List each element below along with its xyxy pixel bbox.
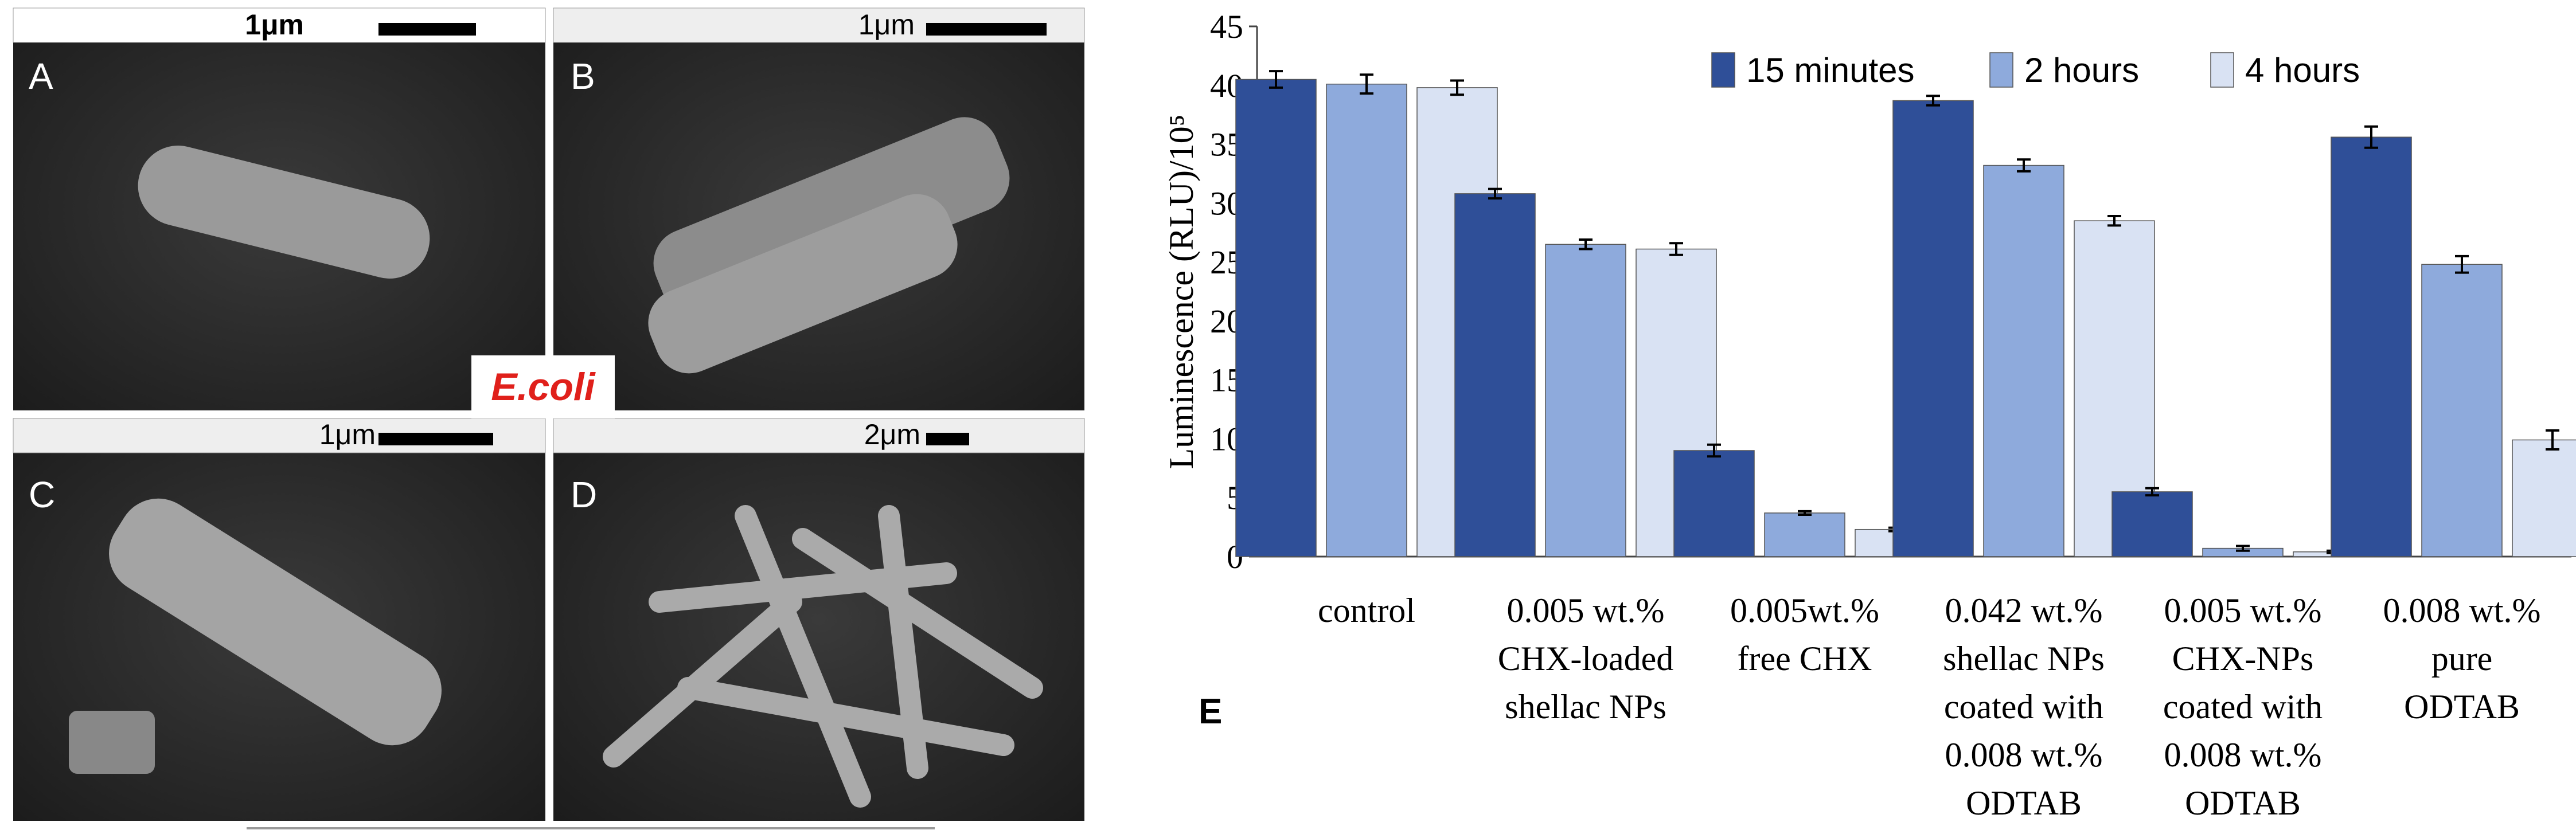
bar — [1983, 165, 2064, 557]
label-line: ODTAB — [2185, 784, 2301, 822]
error-bar — [1669, 242, 1683, 256]
bacterium — [138, 146, 430, 279]
panel-label: B — [571, 56, 595, 97]
panel-d — [553, 418, 1084, 821]
label-line: shellac NPs — [1505, 688, 1666, 726]
scale-bar — [926, 23, 1047, 36]
x-tick-label: 0.005 wt.% CHX-NPs coated with 0.008 wt.% OD… — [2163, 592, 2323, 822]
scale-bar — [378, 23, 476, 36]
bar — [1235, 79, 1317, 557]
scale-bar — [926, 433, 969, 445]
organism-label: E.coli — [491, 365, 596, 409]
bar — [2421, 264, 2503, 557]
label-line: ODTAB — [1966, 784, 2082, 822]
label-line: ODTAB — [2404, 688, 2520, 726]
error-bar — [2017, 158, 2031, 173]
label-line: 0.005 wt.% — [1507, 592, 1665, 629]
legend-label: 15 minutes — [1746, 51, 1915, 89]
label-line: CHX-NPs — [2172, 640, 2314, 678]
x-tick-label: 0.005wt.% free CHX — [1730, 592, 1879, 678]
panel-labels: A B C D — [29, 56, 597, 515]
error-bar — [1926, 95, 1940, 107]
x-tick-label: 0.008 wt.% pure ODTAB — [2383, 592, 2541, 726]
bar — [2512, 439, 2576, 557]
sem-panels: 1μm 1μm 1μm 2μm A B C D E.coli — [13, 7, 1085, 829]
error-bar — [1360, 73, 1373, 95]
bar — [1892, 100, 1974, 557]
error-bar — [2455, 254, 2469, 274]
legend-label: 4 hours — [2245, 51, 2360, 89]
chart-label: E — [1199, 692, 1222, 731]
scale-label: 1μm — [319, 418, 376, 451]
debris — [69, 711, 155, 774]
legend-label: 2 hours — [2024, 51, 2139, 89]
error-bar — [1798, 510, 1812, 516]
panel-label: C — [29, 474, 55, 515]
error-bar — [2145, 487, 2159, 497]
bar — [1454, 193, 1536, 557]
error-bar — [1450, 79, 1464, 96]
error-bar — [1488, 187, 1502, 200]
panel-label: D — [571, 474, 597, 515]
error-bar — [2364, 125, 2378, 149]
legend-swatch — [2210, 52, 2234, 88]
error-bar — [2236, 545, 2250, 552]
error-bar — [2107, 214, 2121, 227]
legend-swatch — [1989, 52, 2013, 88]
label-line: CHX-loaded — [1498, 640, 1674, 678]
label-line: 0.005 wt.% — [2164, 592, 2322, 629]
scale-labels: 1μm 1μm 1μm 2μm — [245, 9, 920, 451]
label-line: free CHX — [1738, 640, 1872, 678]
scale-bar — [378, 433, 493, 445]
bacterium — [648, 194, 958, 374]
y-tick-label: 45 — [1210, 8, 1243, 45]
label-line: 0.008 wt.% — [2383, 592, 2541, 629]
scale-label: 2μm — [864, 418, 920, 451]
error-bar — [1707, 443, 1721, 458]
x-tick-label: control — [1318, 592, 1415, 629]
bar — [2331, 136, 2412, 557]
bar — [2111, 491, 2193, 557]
x-tick-label: 0.042 wt.% shellac NPs coated with 0.008 wt… — [1943, 592, 2105, 822]
organism-box — [471, 355, 615, 418]
bar — [1326, 83, 1407, 557]
y-axis-label: Luminescence (RLU)/10⁵ — [1162, 114, 1200, 469]
label-line: control — [1318, 592, 1415, 629]
bar — [1764, 512, 1845, 557]
x-tick-label: 0.005 wt.% CHX-loaded shellac NPs — [1498, 592, 1674, 726]
label-line: 0.042 wt.% — [1945, 592, 2103, 629]
label-line: shellac NPs — [1943, 640, 2105, 678]
error-bar — [1269, 70, 1283, 89]
scale-strip — [553, 418, 1085, 453]
bacteria-cluster — [603, 505, 1043, 808]
label-line: 0.005wt.% — [1730, 592, 1879, 629]
legend-swatch — [1711, 52, 1735, 88]
bar — [1545, 244, 1626, 557]
error-bar — [2546, 429, 2559, 451]
error-bar — [1579, 238, 1593, 250]
label-line: pure — [2431, 640, 2493, 678]
scale-label: 1μm — [858, 9, 915, 41]
label-line: 0.008 wt.% — [1945, 736, 2103, 774]
bacterium — [109, 498, 442, 746]
label-line: coated with — [2163, 688, 2323, 726]
bar — [1673, 450, 1755, 557]
label-line: 0.008 wt.% — [2164, 736, 2322, 774]
label-line: coated with — [1944, 688, 2103, 726]
panel-label: A — [29, 56, 53, 97]
scale-label: 1μm — [245, 9, 304, 41]
